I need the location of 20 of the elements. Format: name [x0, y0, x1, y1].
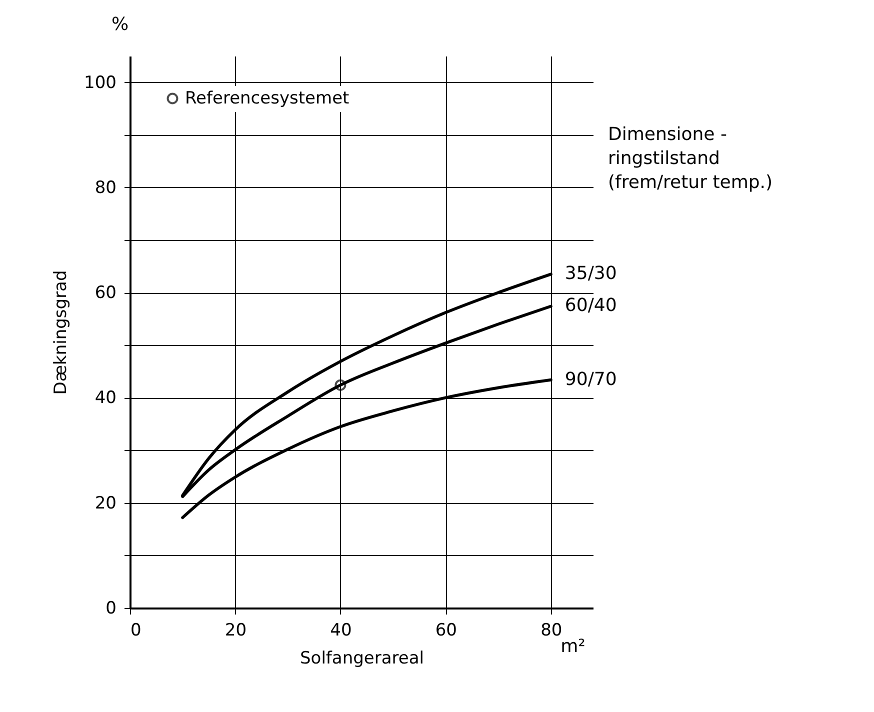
y-tick-label: 60	[94, 283, 116, 304]
x-tick-label: 80	[540, 620, 562, 640]
x-axis-title: Solfangerareal	[300, 648, 424, 668]
x-tick-label: 0	[130, 620, 142, 640]
y-tick-label: 80	[94, 178, 116, 198]
text: m²	[560, 636, 586, 657]
y-tick-label: 0	[106, 598, 116, 618]
x-tick-label: 40	[330, 620, 352, 640]
x-tick-label: 20	[224, 620, 247, 640]
series-label: 35/30	[564, 263, 617, 284]
series-label: 90/70	[564, 368, 617, 390]
y-tick-label: 20	[94, 493, 116, 514]
y-axis-title: Dækningsgrad	[51, 270, 72, 395]
text: Dimensione - ringstilstand (frem/retur temp.)	[608, 124, 773, 193]
legend-label: Referencesystemet	[185, 88, 350, 108]
y-tick-label: 100	[84, 72, 116, 93]
y-tick-label: 40	[94, 388, 116, 408]
x-tick-label: 60	[435, 620, 457, 640]
text: %	[111, 14, 129, 35]
series-label: 60/40	[564, 295, 617, 316]
